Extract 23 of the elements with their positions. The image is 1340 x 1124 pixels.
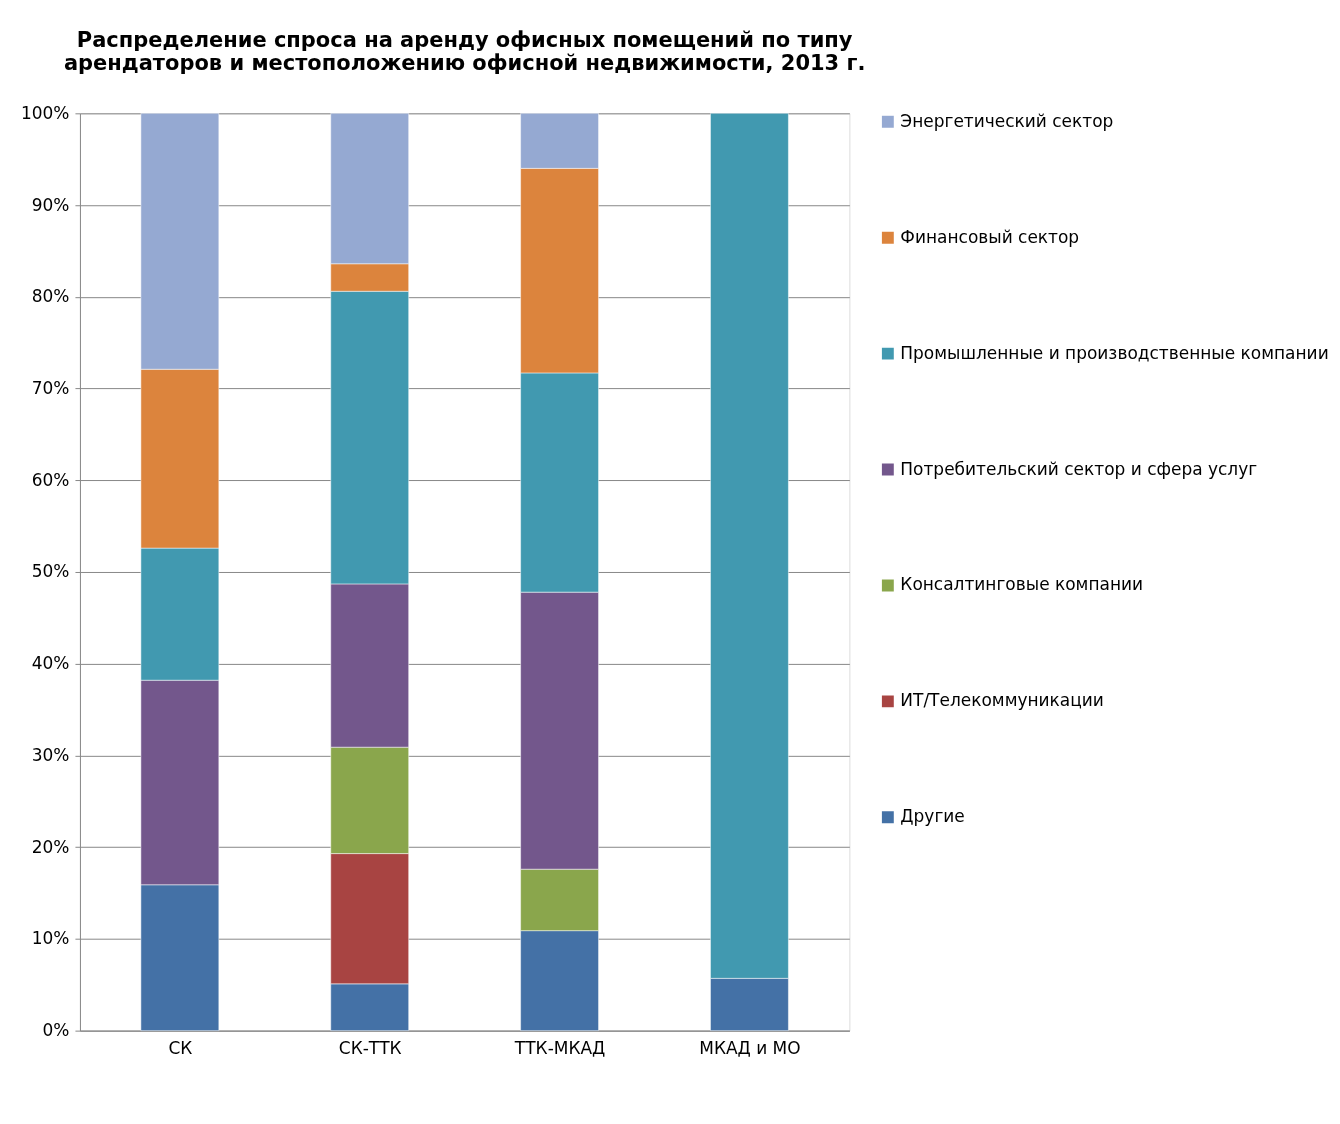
x-tick-label: СК bbox=[168, 1038, 193, 1059]
legend-label: Консалтинговые компании bbox=[900, 574, 1144, 595]
y-tick-label: 0% bbox=[42, 1020, 70, 1041]
legend-label: Промышленные и производственные компании bbox=[900, 342, 1329, 363]
y-tick-label: 30% bbox=[31, 744, 70, 765]
y-tick-label: 70% bbox=[31, 378, 70, 398]
y-tick-label: 40% bbox=[31, 653, 70, 674]
y-tick-label: 90% bbox=[31, 194, 70, 215]
legend-label: Энергетический сектор bbox=[900, 110, 1114, 131]
legend-label: ИТ/Телекоммуникации bbox=[900, 690, 1104, 711]
x-tick-label: СК-ТТК bbox=[338, 1038, 402, 1059]
y-tick-label: 60% bbox=[31, 469, 70, 490]
y-tick-label: 10% bbox=[31, 928, 70, 949]
legend-label: Другие bbox=[900, 806, 965, 827]
x-tick-label: ТТК-МКАД bbox=[513, 1038, 606, 1059]
y-tick-label: 20% bbox=[31, 836, 70, 857]
y-tick-label: 50% bbox=[31, 561, 70, 582]
y-tick-label: 100% bbox=[20, 102, 70, 123]
legend-label: Потребительский сектор и сфера услуг bbox=[900, 458, 1258, 479]
y-tick-label: 80% bbox=[31, 286, 70, 307]
chart-title: Распределение спроса на аренду офисных помещений по типу арендаторов и местоположению офисной недвижимости, 2013 г. bbox=[63, 28, 866, 76]
x-tick-label: МКАД и МО bbox=[699, 1038, 801, 1059]
legend-label: Финансовый сектор bbox=[900, 226, 1080, 247]
